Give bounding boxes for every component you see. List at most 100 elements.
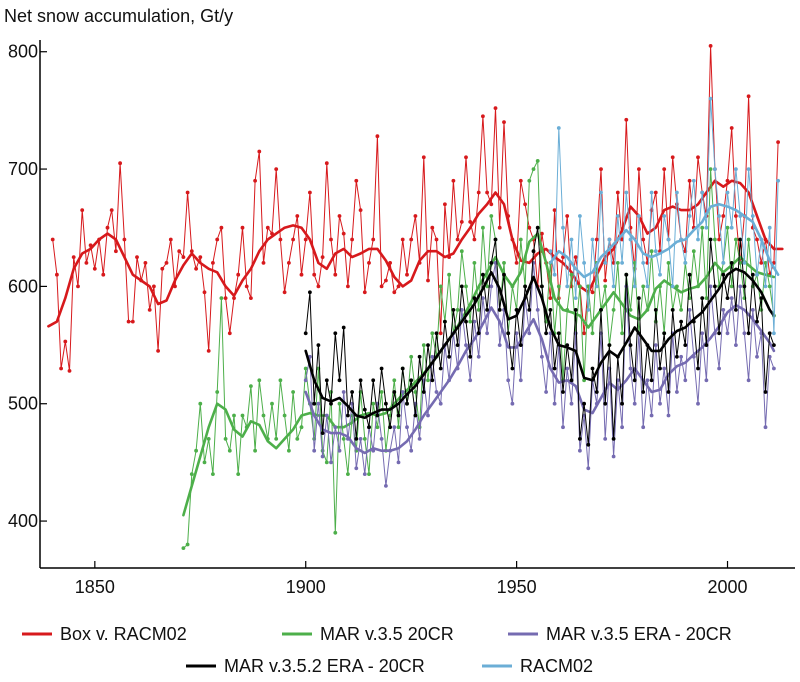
data-point (421, 343, 426, 347)
data-point (426, 278, 430, 283)
data-point (185, 190, 190, 195)
data-point (708, 284, 713, 289)
data-point (662, 331, 667, 336)
data-point (299, 272, 304, 277)
data-point (746, 167, 751, 172)
data-point (362, 290, 367, 295)
data-point (459, 220, 464, 224)
data-point (590, 331, 595, 336)
data-point (362, 437, 367, 441)
data-point (303, 331, 308, 336)
data-point (476, 308, 481, 312)
data-point (561, 225, 565, 230)
data-point (459, 284, 464, 289)
data-point (767, 225, 772, 230)
data-point (371, 378, 376, 383)
data-point (700, 190, 705, 195)
data-point (257, 149, 262, 154)
data-point (291, 390, 295, 394)
data-point (249, 384, 253, 388)
data-point (274, 167, 279, 172)
data-point (227, 448, 232, 453)
data-point (337, 401, 342, 406)
data-point (611, 437, 616, 441)
data-point (278, 378, 283, 383)
data-point (464, 319, 468, 324)
data-point (734, 167, 738, 172)
data-point (476, 331, 481, 336)
data-point (329, 460, 333, 465)
data-point (455, 237, 460, 242)
data-point (324, 460, 329, 465)
data-point (717, 366, 721, 371)
data-point (443, 202, 447, 207)
axes: 400 500 600 700 800 1850 1900 1950 2000 (8, 40, 795, 597)
data-point (181, 546, 186, 550)
data-point (666, 390, 671, 394)
data-point (734, 308, 738, 312)
data-point (464, 155, 468, 160)
data-point (362, 472, 367, 476)
data-point (413, 413, 418, 418)
data-point (552, 366, 557, 371)
data-point (202, 460, 207, 465)
data-point (392, 390, 397, 394)
data-point (211, 472, 215, 476)
data-point (346, 472, 350, 476)
data-point (278, 237, 283, 242)
data-point (729, 261, 734, 265)
data-point (354, 466, 359, 471)
data-point (287, 448, 291, 453)
data-point (430, 331, 435, 336)
data-point (468, 378, 473, 383)
data-point (261, 413, 266, 418)
data-point (502, 272, 506, 277)
data-point (135, 255, 139, 259)
data-point (485, 190, 489, 195)
data-point (76, 284, 80, 289)
data-point (253, 178, 257, 183)
data-point (194, 448, 199, 453)
data-point (67, 369, 72, 373)
data-point (763, 390, 768, 394)
data-point (219, 225, 224, 230)
data-point (244, 284, 249, 289)
data-point (573, 296, 578, 300)
data-point (447, 272, 451, 277)
data-point (341, 325, 346, 330)
data-point (489, 284, 494, 289)
x-tick-label: 1900 (286, 577, 326, 597)
data-point (696, 237, 700, 242)
data-point (341, 231, 346, 236)
data-point (303, 366, 308, 371)
data-point (312, 448, 317, 453)
data-point (556, 284, 561, 289)
data-point (518, 378, 523, 383)
data-point (413, 390, 418, 394)
data-point (624, 117, 629, 122)
data-point (772, 366, 776, 371)
data-point (405, 401, 409, 406)
data-point (763, 261, 768, 265)
data-point (704, 378, 709, 383)
data-point (211, 261, 215, 265)
data-point (615, 261, 620, 265)
data-point (143, 261, 148, 265)
data-point (578, 437, 582, 441)
data-point (628, 308, 633, 312)
data-point (615, 190, 620, 195)
data-point (767, 354, 772, 359)
data-point (729, 225, 734, 230)
data-point (763, 284, 768, 289)
data-point (409, 237, 414, 242)
data-point (767, 331, 772, 336)
data-point (578, 284, 582, 289)
data-point (261, 261, 266, 265)
data-point (324, 413, 329, 418)
data-point (776, 140, 780, 145)
data-point (666, 413, 671, 418)
data-point (734, 237, 738, 242)
data-point (607, 343, 612, 347)
data-point (518, 237, 523, 242)
